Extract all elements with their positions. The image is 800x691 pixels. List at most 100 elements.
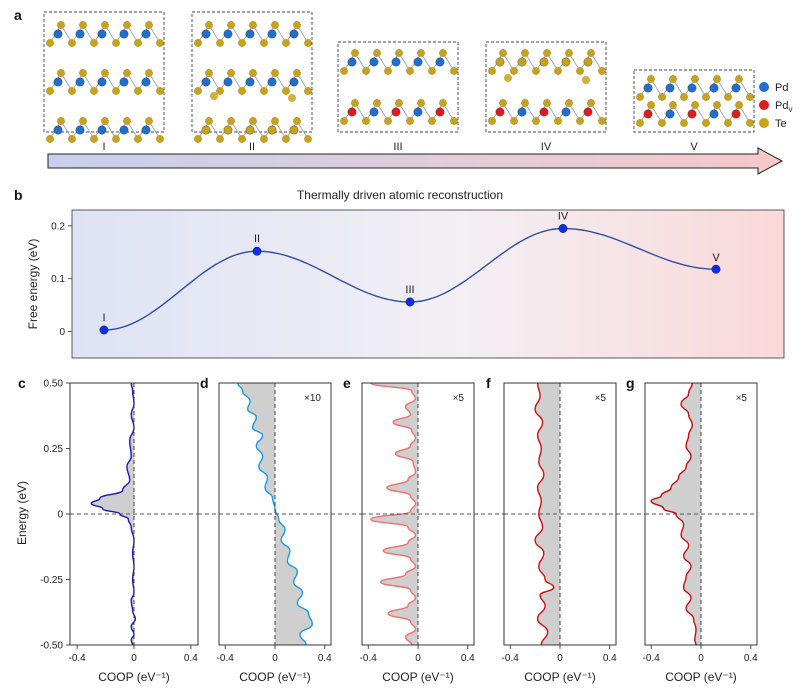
te-atom [669,75,677,83]
te-atom [79,117,87,125]
te-atom [395,49,403,57]
pd-atom [369,107,379,117]
atom-legend: Pd Pdv Te [759,82,792,130]
te-atom [362,117,370,125]
pd-atom [517,107,527,117]
pd-atom [687,109,697,119]
te-atom [658,119,666,127]
te-atom [439,99,447,107]
pd-atom [223,29,233,39]
te-atom [145,117,153,125]
coop-panel-f: -0.4 0 0.4 COOP (eV⁻¹) ×5 [502,382,645,684]
coop-ylabel: Energy (eV) [15,481,29,545]
te-atom [517,57,527,67]
coop-panel-d: -0.4 0 0.4 COOP (eV⁻¹) ×10 [217,382,362,684]
structure-frame [485,41,607,133]
coop-xtick-label: -0.4 [217,653,235,664]
panel-b-ytick-label: 0 [59,327,65,338]
te-atom [304,39,312,47]
te-atom [406,117,414,125]
te-atom [576,117,584,125]
te-atom [271,21,279,29]
te-atom [267,125,277,135]
te-atom [79,21,87,29]
pd-atom [75,125,85,135]
te-atom [227,21,235,29]
state-label-I: I [102,312,105,324]
pd-atom [245,77,255,87]
pd-atom [665,83,675,93]
te-atom [201,125,211,135]
legend-label-pdv-main: Pd [775,100,788,112]
pd-atom [267,77,277,87]
te-atom [293,117,301,125]
coop-curve [369,382,417,646]
coop-curve [534,382,555,646]
state-label-IV: IV [558,211,569,223]
panel-b-title: Thermally driven atomic reconstruction [297,188,503,202]
legend-dot-te [759,118,769,128]
te-atom [539,57,549,67]
te-atom [123,21,131,29]
coop-xtick-label: 0.4 [318,653,332,664]
coop-xtick-label: -0.4 [68,653,86,664]
te-atom [554,117,562,125]
te-atom [194,39,202,47]
te-atom [68,39,76,47]
te-atom-free [504,74,512,82]
te-atom [384,67,392,75]
te-atom [636,93,644,101]
state-label-V: V [712,252,720,264]
te-atom [746,119,754,127]
te-atom [598,117,606,125]
structure-box-4 [485,41,607,133]
te-atom [145,21,153,29]
te-atom [521,49,529,57]
coop-panel-c: -0.4 0 0.4 COOP (eV⁻¹) 0.50 0.25 0 -0.25 -0.50 [40,379,219,684]
state-point-II [252,246,262,256]
te-atom [636,119,644,127]
te-atom [598,67,606,75]
te-atom [304,135,312,143]
panel-b-ytick-label: 0.1 [51,274,65,285]
te-atom [583,57,593,67]
te-atom [680,93,688,101]
te-atom [205,69,213,77]
te-atom [289,125,299,135]
te-atom [90,39,98,47]
te-atom [216,135,224,143]
pd-atom [53,77,63,87]
te-atom [260,135,268,143]
te-atom [227,117,235,125]
scale-factor: ×10 [304,393,321,404]
te-atom [587,49,595,57]
coop-curve [650,382,697,646]
te-atom [57,117,65,125]
state-point-III [405,297,415,307]
te-atom [428,117,436,125]
te-atom [112,87,120,95]
pd-atom [53,125,63,135]
te-atom [90,135,98,143]
legend-label-pdv: Pdv [775,100,792,114]
te-atom [245,125,255,135]
coop-curve [237,382,314,646]
coop-xtick-label: -0.4 [643,653,661,664]
te-atom [123,69,131,77]
pd-atom [583,107,593,117]
te-atom [194,87,202,95]
coop-ytick-label: 0.25 [44,444,64,455]
te-atom [746,93,754,101]
te-atom [439,49,447,57]
structure-box-5 [633,69,755,133]
te-atom [351,49,359,57]
te-atom [101,21,109,29]
structure-frame [337,41,459,133]
te-atom [282,135,290,143]
pd-atom [413,57,423,67]
legend-label-pdv-sub: v [788,105,792,114]
te-atom [691,101,699,109]
te-atom [46,87,54,95]
panel-label-g: g [626,375,635,391]
